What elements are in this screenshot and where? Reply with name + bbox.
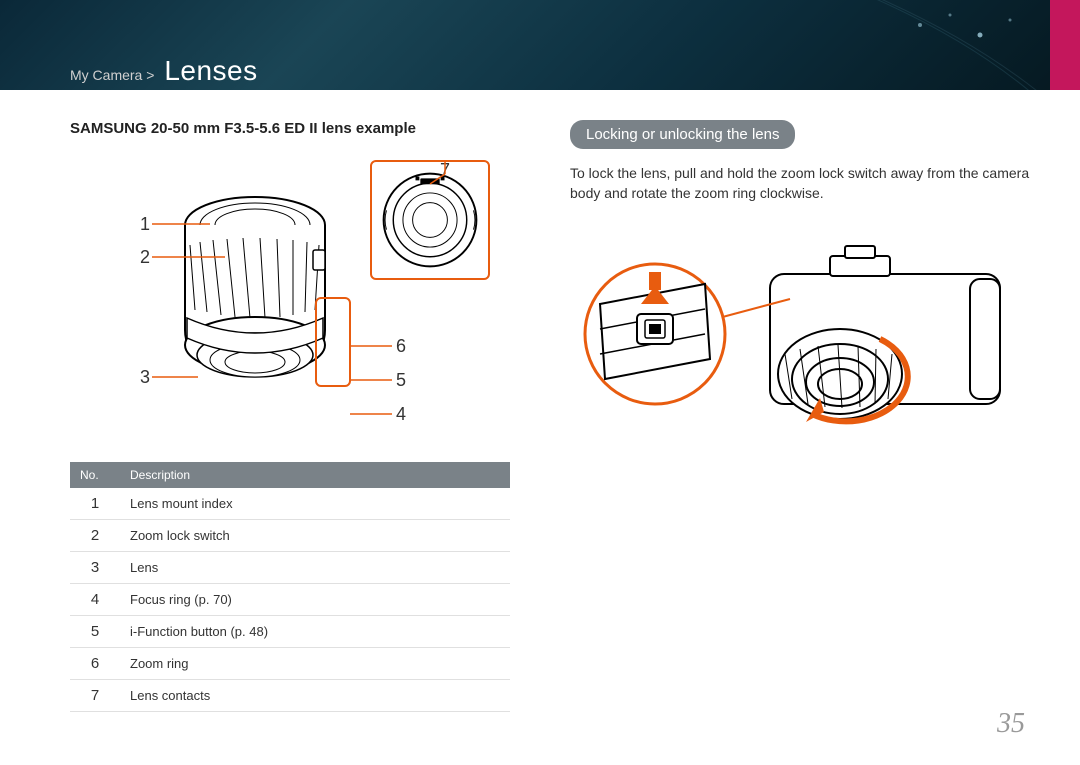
lens-rear-illustration [372, 162, 488, 278]
diagram-label-7: 7 [440, 160, 450, 181]
lens-example-heading: SAMSUNG 20-50 mm F3.5-5.6 ED II lens exa… [70, 120, 510, 137]
table-head-no: No. [70, 462, 120, 488]
lock-illustration [570, 224, 1030, 454]
header-swirl-graphic [780, 0, 1080, 90]
table-head-desc: Description [120, 462, 510, 488]
right-column: Locking or unlocking the lens To lock th… [570, 120, 1030, 712]
section-heading: Locking or unlocking the lens [570, 120, 795, 149]
parts-table: No. Description 1Lens mount index 2Zoom … [70, 462, 510, 712]
diagram-label-2: 2 [140, 247, 150, 268]
table-row: 1Lens mount index [70, 488, 510, 520]
breadcrumb: My Camera > Lenses [70, 55, 258, 87]
header-pink-tab [1050, 0, 1080, 90]
diagram-label-4: 4 [396, 404, 406, 425]
page-title: Lenses [164, 55, 257, 86]
diagram-label-5: 5 [396, 370, 406, 391]
breadcrumb-parent: My Camera > [70, 67, 154, 83]
table-row: 5i-Function button (p. 48) [70, 616, 510, 648]
left-column: SAMSUNG 20-50 mm F3.5-5.6 ED II lens exa… [70, 120, 510, 712]
section-body-text: To lock the lens, pull and hold the zoom… [570, 163, 1030, 204]
table-row: 2Zoom lock switch [70, 520, 510, 552]
table-row: 3Lens [70, 552, 510, 584]
page-number: 35 [997, 708, 1025, 740]
lens-rear-callout [370, 160, 490, 280]
lock-diagram [570, 224, 1030, 454]
table-row: 4Focus ring (p. 70) [70, 584, 510, 616]
content-area: SAMSUNG 20-50 mm F3.5-5.6 ED II lens exa… [0, 90, 1080, 712]
table-row: 7Lens contacts [70, 680, 510, 712]
page-header: My Camera > Lenses [0, 0, 1080, 90]
diagram-label-6: 6 [396, 336, 406, 357]
lens-side-callout [315, 297, 351, 387]
table-row: 6Zoom ring [70, 648, 510, 680]
diagram-label-3: 3 [140, 367, 150, 388]
lens-diagram: 1 2 3 4 5 6 7 [70, 152, 510, 442]
diagram-label-1: 1 [140, 214, 150, 235]
